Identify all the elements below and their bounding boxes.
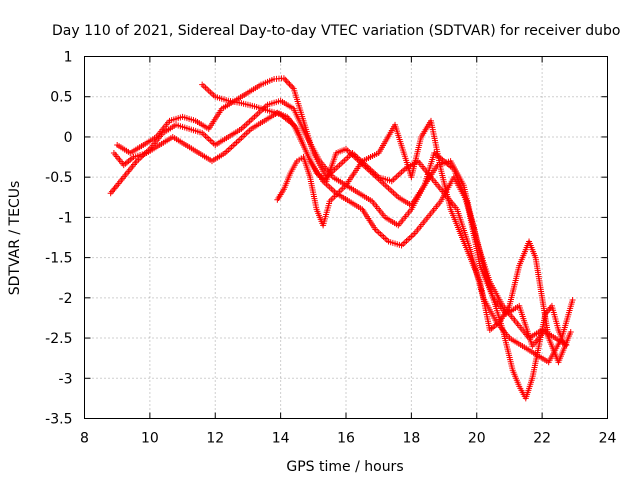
x-tick-label: 16: [337, 431, 355, 447]
x-axis-label: GPS time / hours: [286, 459, 403, 475]
data-point: [282, 76, 289, 83]
y-tick-label: -2: [59, 291, 73, 307]
series-track-a: [107, 97, 570, 348]
x-tick-label: 8: [80, 431, 89, 447]
chart-title: Day 110 of 2021, Sidereal Day-to-day VTE…: [52, 23, 620, 39]
data-point: [286, 81, 293, 88]
series-track-e: [274, 117, 552, 339]
x-tick-label: 12: [206, 431, 224, 447]
data-point: [561, 341, 568, 348]
data-marks: [107, 75, 576, 402]
y-tick-label: -3.5: [45, 412, 72, 428]
x-tick-label: 10: [141, 431, 159, 447]
data-point: [287, 82, 294, 89]
x-tick-label: 24: [599, 431, 617, 447]
y-tick-label: -1: [59, 210, 73, 226]
y-tick-label: -0.5: [45, 170, 72, 186]
data-point: [285, 79, 292, 86]
y-tick-label: -2.5: [45, 331, 72, 347]
x-tick-label: 22: [533, 431, 551, 447]
data-point: [289, 84, 296, 91]
data-point: [567, 329, 574, 336]
grid: [84, 56, 608, 419]
x-tick-label: 18: [402, 431, 420, 447]
data-point: [283, 78, 290, 85]
y-axis-label: SDTVAR / TECUs: [7, 181, 23, 296]
data-point: [280, 75, 287, 82]
data-point: [569, 296, 576, 303]
y-tick-label: 0: [64, 130, 73, 146]
y-tick-label: 1: [64, 50, 73, 66]
x-tick-label: 20: [468, 431, 486, 447]
y-tick-label: -1.5: [45, 251, 72, 267]
axis-ticks: 8 10 12 14 16 18 20 22 24 1 0.5 0 -0.5 -1 -1.5 -2 -2.5 -3…: [45, 50, 616, 447]
x-tick-label: 14: [272, 431, 290, 447]
y-tick-label: 0.5: [50, 90, 72, 106]
series-track-d: [199, 81, 568, 402]
data-point: [545, 332, 552, 339]
series-track-c: [114, 75, 576, 366]
y-tick-label: -3: [59, 371, 73, 387]
